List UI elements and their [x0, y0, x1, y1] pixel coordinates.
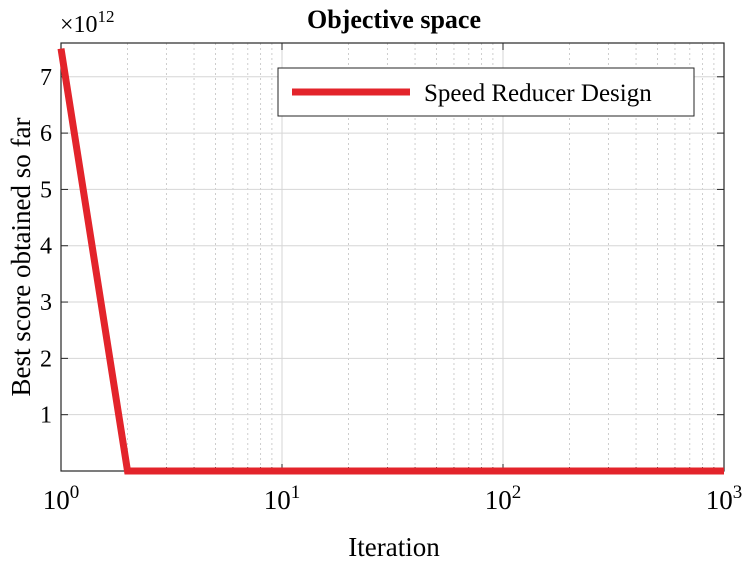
y-tick-label: 6 [40, 121, 52, 147]
y-tick-label: 2 [40, 346, 52, 372]
y-exponent-power: 12 [98, 7, 115, 26]
y-tick-label: 7 [40, 65, 52, 91]
x-tick-exponent: 3 [733, 482, 743, 503]
x-tick-label: 103 [706, 482, 743, 515]
y-tick-label: 4 [40, 234, 52, 260]
y-axis-exponent: ×1012 [60, 7, 115, 38]
x-tick-exponent: 2 [512, 482, 522, 503]
series-layer [57, 48, 724, 475]
y-tick-labels: 1 2 3 4 5 6 7 [40, 65, 52, 429]
x-axis-label: Iteration [348, 532, 440, 560]
x-tick-label: 102 [485, 482, 522, 515]
series-line-speed-reducer-design [57, 48, 724, 475]
y-tick-label: 5 [40, 177, 52, 203]
x-tick-base: 10 [706, 485, 733, 515]
x-tick-label: 100 [43, 482, 80, 515]
y-tick-label: 3 [40, 290, 52, 316]
x-tick-exponent: 0 [70, 482, 80, 503]
chart-title: Objective space [307, 5, 481, 34]
legend: Speed Reducer Design [277, 67, 695, 117]
legend-label: Speed Reducer Design [424, 80, 652, 107]
x-tick-label: 101 [264, 482, 301, 515]
x-tick-labels: 100 101 102 103 [43, 482, 743, 515]
y-tick-label: 1 [40, 403, 52, 429]
x-tick-exponent: 1 [291, 482, 301, 503]
y-axis-label: Best score obtained so far [6, 118, 36, 397]
y-exponent-base: ×10 [60, 12, 98, 38]
x-tick-base: 10 [485, 485, 512, 515]
x-tick-base: 10 [43, 485, 70, 515]
x-tick-base: 10 [264, 485, 291, 515]
